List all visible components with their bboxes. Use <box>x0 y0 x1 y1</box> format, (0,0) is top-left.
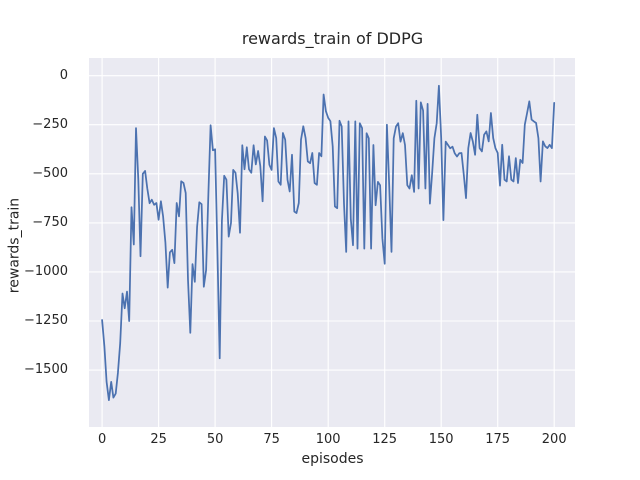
chart-svg <box>89 58 575 427</box>
y-tick-label: −500 <box>32 165 68 181</box>
chart-title: rewards_train of DDPG <box>241 29 424 48</box>
x-tick-label: 125 <box>372 432 398 447</box>
rewards-line-series <box>101 84 556 401</box>
y-tick-label: −1500 <box>24 362 68 378</box>
y-tick-label: −250 <box>32 116 68 132</box>
y-tick-label: −750 <box>32 214 68 230</box>
x-tick-label: 50 <box>206 432 224 447</box>
y-tick-label: −1000 <box>24 263 68 279</box>
x-tick-label: 25 <box>150 432 167 447</box>
y-tick-label: 0 <box>59 67 68 83</box>
x-tick-label: 150 <box>428 432 454 447</box>
y-axis-label: rewards_train <box>6 197 23 294</box>
x-axis-label: episodes <box>301 451 364 467</box>
x-tick-label: 0 <box>97 432 107 447</box>
x-tick-label: 200 <box>541 432 567 447</box>
x-tick-label: 75 <box>263 432 280 447</box>
x-tick-label: 175 <box>485 432 511 447</box>
y-tick-label: −1250 <box>24 313 68 328</box>
plot-area <box>89 58 575 427</box>
x-tick-label: 100 <box>315 432 341 447</box>
axes-background <box>89 58 575 427</box>
